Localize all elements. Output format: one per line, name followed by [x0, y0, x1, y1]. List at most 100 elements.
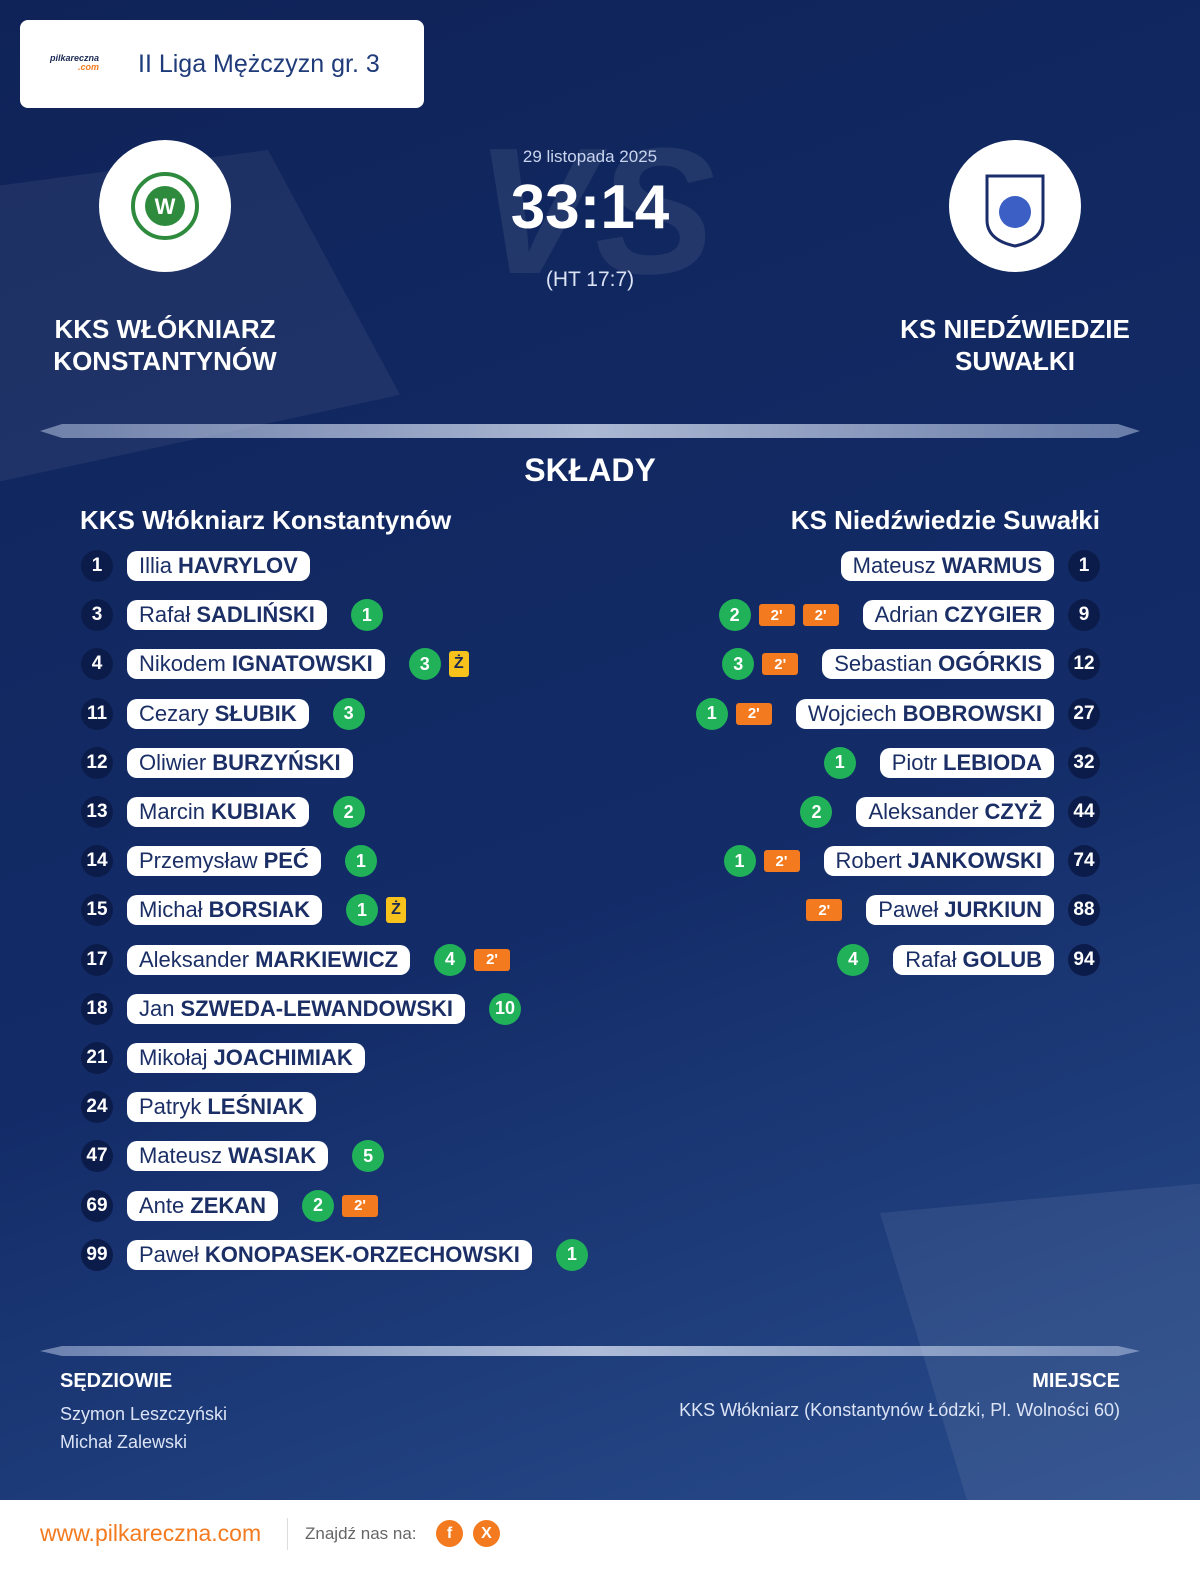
first-name: Paweł — [139, 1241, 199, 1267]
player-number: 4 — [81, 648, 113, 681]
last-name: BURZYŃSKI — [212, 749, 341, 775]
player-row: 13 Marcin KUBIAK 2 — [81, 796, 365, 828]
halftime: (HT 17:7) — [545, 268, 635, 291]
player-number: 69 — [81, 1189, 113, 1222]
player-number: 13 — [81, 796, 113, 828]
player-number: 44 — [1068, 796, 1100, 828]
goals-badge: 1 — [723, 845, 756, 878]
first-name: Aleksander — [868, 799, 979, 824]
player-row: 9 Adrian CZYGIER 2' 2' 2 — [718, 599, 1100, 632]
first-name: Sebastian — [834, 651, 933, 677]
player-name: Wojciech BOBROWSKI — [795, 698, 1054, 729]
last-name: JANKOWSKI — [907, 848, 1042, 874]
goals-badge: 2 — [302, 1189, 335, 1222]
player-row: 47 Mateusz WASIAK 5 — [81, 1140, 385, 1173]
player-number: 24 — [81, 1091, 113, 1124]
player-row: 44 Aleksander CZYŻ 2 — [800, 796, 1100, 828]
league: II Liga Mężczyzn gr. 3 — [138, 50, 380, 78]
website[interactable]: www.pilkareczna.com — [40, 1520, 262, 1546]
last-name: SŁUBIK — [214, 700, 297, 726]
first-name: Mateusz — [139, 1143, 223, 1169]
last-name: KUBIAK — [211, 799, 297, 824]
player-number: 11 — [81, 697, 113, 730]
watermark: VS — [474, 111, 716, 312]
goals-badge: 5 — [352, 1140, 385, 1173]
team-name-line: KONSTANTYNÓW — [53, 346, 277, 376]
player-row: 94 Rafał GOLUB 4 — [837, 943, 1100, 976]
crest-graphic — [985, 174, 1045, 248]
player-row: 4 Nikodem IGNATOWSKI 3 Ż — [81, 648, 469, 681]
first-name: Wojciech — [807, 700, 897, 726]
last-name: JURKIUN — [944, 897, 1042, 923]
first-name: Marcin — [139, 799, 206, 824]
last-name: WARMUS — [941, 553, 1042, 578]
player-number: 32 — [1068, 746, 1100, 779]
player-name: Aleksander CZYŻ — [856, 797, 1054, 827]
player-row: 24 Patryk LEŚNIAK — [81, 1091, 316, 1124]
first-name: Nikodem — [139, 651, 226, 677]
last-name: SZWEDA-LEWANDOWSKI — [180, 995, 454, 1021]
lineups-title: SKŁADY — [524, 452, 656, 488]
score: 33:14 — [510, 173, 670, 242]
last-name: SADLIŃSKI — [196, 602, 315, 628]
last-name: LEBIODA — [943, 749, 1042, 775]
suspension-badge: 2' — [758, 604, 795, 627]
first-name: Cezary — [139, 700, 209, 726]
player-number: 9 — [1068, 599, 1100, 632]
referee: Michał Zalewski — [60, 1432, 188, 1452]
player-name: Paweł KONOPASEK-ORZECHOWSKI — [127, 1239, 532, 1270]
player-name: Cezary SŁUBIK — [127, 698, 309, 729]
player-row: 1 Illia HAVRYLOV — [81, 550, 310, 582]
last-name: WASIAK — [228, 1143, 317, 1169]
first-name: Przemysław — [139, 848, 258, 874]
player-row: 69 Ante ZEKAN 2 2' — [81, 1189, 379, 1222]
player-row: 15 Michał BORSIAK 1 Ż — [81, 894, 407, 927]
last-name: ZEKAN — [190, 1192, 267, 1218]
player-row: 32 Piotr LEBIODA 1 — [823, 746, 1100, 779]
separator — [40, 1346, 1140, 1356]
away-team-name: KS NIEDŹWIEDZIE SUWAŁKI — [850, 313, 1180, 377]
last-name: HAVRYLOV — [178, 553, 298, 578]
divider — [287, 1518, 288, 1550]
player-name: Rafał SADLIŃSKI — [127, 600, 327, 631]
team-name-line: KKS WŁÓKNIARZ — [54, 314, 276, 344]
first-name: Paweł — [878, 897, 939, 923]
player-name: Patryk LEŚNIAK — [127, 1092, 316, 1123]
player-row: 12 Sebastian OGÓRKIS 2' 3 — [722, 648, 1100, 681]
social-icon[interactable]: X — [473, 1520, 500, 1547]
first-name: Oliwier — [139, 749, 207, 775]
separator — [40, 424, 1140, 438]
venue-title: MIEJSCE — [1032, 1370, 1120, 1392]
svg-text:W: W — [155, 194, 176, 219]
player-name: Przemysław PEĆ — [127, 846, 321, 877]
player-number: 88 — [1068, 894, 1100, 927]
first-name: Illia — [139, 553, 173, 578]
last-name: LEŚNIAK — [207, 1094, 304, 1120]
player-name: Oliwier BURZYŃSKI — [127, 747, 353, 778]
player-number: 18 — [81, 992, 113, 1025]
last-name: CZYŻ — [984, 799, 1042, 824]
suspension-badge: 2' — [762, 653, 799, 676]
player-number: 47 — [81, 1140, 113, 1173]
crest-graphic: W — [131, 172, 199, 240]
last-name: PEĆ — [263, 848, 309, 874]
player-name: Michał BORSIAK — [127, 895, 323, 926]
last-name: JOACHIMIAK — [213, 1045, 353, 1070]
home-team-title: KKS Włókniarz Konstantynów — [80, 505, 452, 535]
player-row: 88 Paweł JURKIUN 2' — [806, 894, 1100, 927]
social-icon[interactable]: f — [436, 1520, 463, 1547]
last-name: KONOPASEK-ORZECHOWSKI — [204, 1241, 520, 1267]
player-name: Adrian CZYGIER — [862, 600, 1054, 631]
player-row: 27 Wojciech BOBROWSKI 2' 1 — [695, 697, 1100, 730]
away-crest — [949, 140, 1081, 272]
suspension-badge: 2' — [474, 948, 511, 971]
player-name: Ante ZEKAN — [127, 1190, 279, 1221]
last-name: GOLUB — [962, 946, 1042, 972]
last-name: IGNATOWSKI — [231, 651, 373, 677]
player-number: 1 — [1068, 550, 1100, 582]
first-name: Patryk — [139, 1094, 202, 1120]
suspension-badge: 2' — [763, 850, 800, 873]
